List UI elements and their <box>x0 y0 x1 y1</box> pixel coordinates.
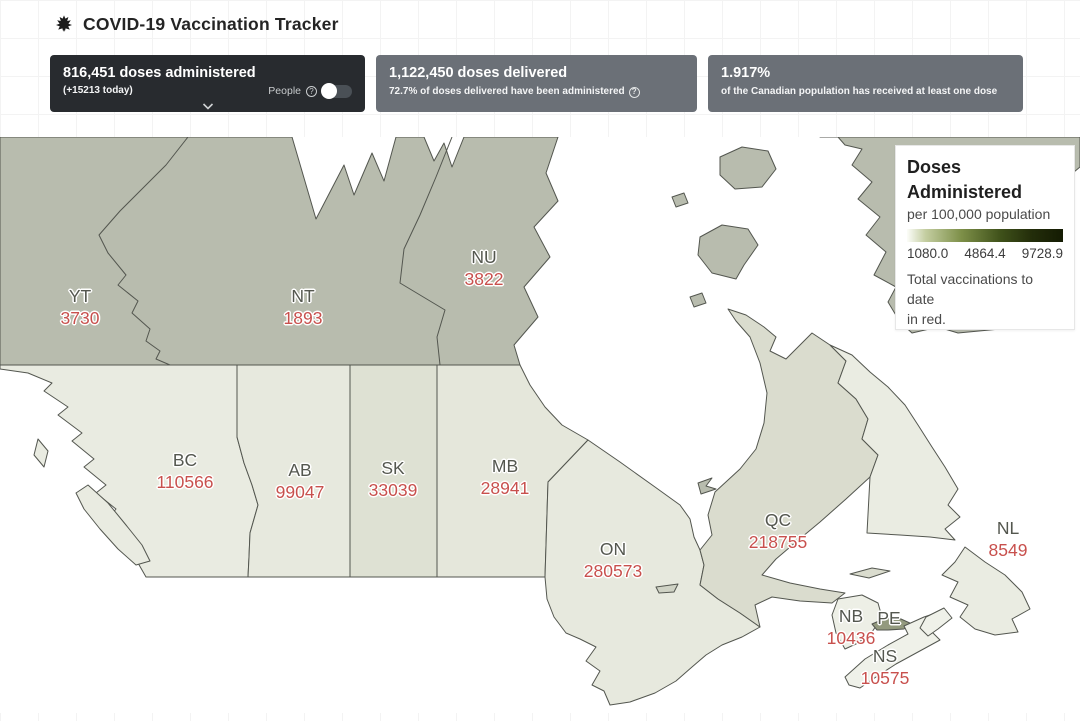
region-abbr: MB <box>491 456 519 476</box>
island-belcher[interactable] <box>697 477 717 495</box>
region-total: 33039 <box>368 480 418 500</box>
island-anticosti[interactable] <box>849 567 891 579</box>
canada-choropleth-map: Doses Administered per 100,000 populatio… <box>0 137 1080 713</box>
region-abbr: BC <box>172 450 198 470</box>
region-abbr: SK <box>381 458 405 478</box>
province-on[interactable] <box>544 439 761 706</box>
province-nb[interactable] <box>831 594 883 650</box>
legend-subtitle: per 100,000 population <box>907 206 1051 222</box>
region-abbr: NL <box>996 518 1020 538</box>
region-total: 3822 <box>464 269 504 289</box>
island-haida-gwaii[interactable] <box>33 438 49 468</box>
people-toggle-label: People <box>268 85 301 97</box>
region-abbr: NB <box>838 606 864 626</box>
legend-ticks: 1080.0 4864.4 9728.9 <box>907 246 1063 261</box>
legend-title-line2: Administered <box>907 182 1023 202</box>
border-nt-nu <box>399 137 453 366</box>
island-arctic-2[interactable] <box>697 224 759 280</box>
maple-leaf-icon <box>54 14 74 35</box>
region-total: 280573 <box>583 561 643 581</box>
legend-tick-max: 9728.9 <box>1021 246 1063 261</box>
province-mb[interactable] <box>436 364 589 578</box>
app-header: COVID-19 Vaccination Tracker <box>54 14 339 35</box>
region-abbr: AB <box>288 460 312 480</box>
region-abbr: NT <box>291 286 315 306</box>
map-region-label-ns[interactable]: NS 10575 <box>861 645 910 689</box>
toggle-knob <box>321 83 337 99</box>
legend-title-line1: Doses <box>907 157 962 177</box>
island-arctic-1[interactable] <box>719 146 777 190</box>
region-total: 10436 <box>826 628 876 648</box>
doses-administered-card[interactable]: 816,451 doses administered (+15213 today… <box>50 55 365 112</box>
island-cape-breton[interactable] <box>919 607 953 637</box>
map-region-label-pe[interactable]: PE <box>877 607 900 629</box>
island-arctic-3[interactable] <box>689 292 707 308</box>
population-coverage-card[interactable]: 1.917% of the Canadian population has re… <box>708 55 1023 112</box>
island-akimiski[interactable] <box>655 583 679 594</box>
map-region-label-sk[interactable]: SK 33039 <box>369 457 418 501</box>
region-territories-mainland[interactable] <box>0 137 559 366</box>
region-total: 110566 <box>156 472 214 492</box>
chevron-down-icon[interactable] <box>202 103 213 110</box>
border-yt-nt <box>98 137 189 366</box>
population-coverage-value: 1.917% <box>721 65 771 81</box>
region-abbr: NU <box>471 247 497 267</box>
region-total: 28941 <box>480 478 530 498</box>
region-abbr: NS <box>872 646 898 666</box>
map-region-label-qc[interactable]: QC 218755 <box>749 509 807 553</box>
doses-administered-value: 816,451 doses administered <box>63 65 256 81</box>
map-region-label-nb[interactable]: NB 10436 <box>827 605 876 649</box>
legend-gradient-bar <box>907 229 1063 242</box>
legend-note-line1: Total vaccinations to date <box>907 271 1034 307</box>
map-region-label-nl[interactable]: NL 8549 <box>989 517 1028 561</box>
region-abbr: QC <box>764 510 792 530</box>
map-region-label-nt[interactable]: NT 1893 <box>284 285 323 329</box>
doses-delivered-card[interactable]: 1,122,450 doses delivered 72.7% of doses… <box>376 55 697 112</box>
island-vancouver[interactable] <box>75 484 151 566</box>
region-total: 99047 <box>275 482 325 502</box>
population-coverage-detail: of the Canadian population has received … <box>721 86 998 97</box>
region-total: 10575 <box>860 668 910 688</box>
help-icon[interactable]: ? <box>306 85 317 97</box>
legend-tick-min: 1080.0 <box>907 246 949 261</box>
map-region-label-ab[interactable]: AB 99047 <box>276 459 325 503</box>
island-newfoundland[interactable] <box>941 546 1031 636</box>
legend-tick-mid: 4864.4 <box>964 246 1006 261</box>
map-legend: Doses Administered per 100,000 populatio… <box>895 145 1075 330</box>
region-labrador[interactable] <box>829 344 961 541</box>
region-total: 3730 <box>60 308 100 328</box>
page-title: COVID-19 Vaccination Tracker <box>83 14 339 34</box>
region-abbr: ON <box>599 539 627 559</box>
people-toggle[interactable] <box>321 83 352 99</box>
map-region-label-on[interactable]: ON 280573 <box>584 538 642 582</box>
island-arctic-4[interactable] <box>671 192 689 208</box>
region-total: 1893 <box>283 308 323 328</box>
region-abbr: YT <box>68 286 92 306</box>
map-region-label-bc[interactable]: BC 110566 <box>156 449 213 493</box>
legend-note-line2: in red. <box>907 311 946 327</box>
doses-administered-delta: (+15213 today) <box>63 85 133 96</box>
doses-delivered-detail: 72.7% of doses delivered have been admin… <box>389 86 625 97</box>
map-region-label-yt[interactable]: YT 3730 <box>61 285 100 329</box>
map-region-label-nu[interactable]: NU 3822 <box>465 246 504 290</box>
help-icon[interactable]: ? <box>628 86 640 98</box>
region-total: 8549 <box>988 540 1028 560</box>
region-abbr: PE <box>877 608 901 628</box>
doses-delivered-value: 1,122,450 doses delivered <box>389 65 568 81</box>
map-region-label-mb[interactable]: MB 28941 <box>481 455 530 499</box>
region-total: 218755 <box>748 532 808 552</box>
